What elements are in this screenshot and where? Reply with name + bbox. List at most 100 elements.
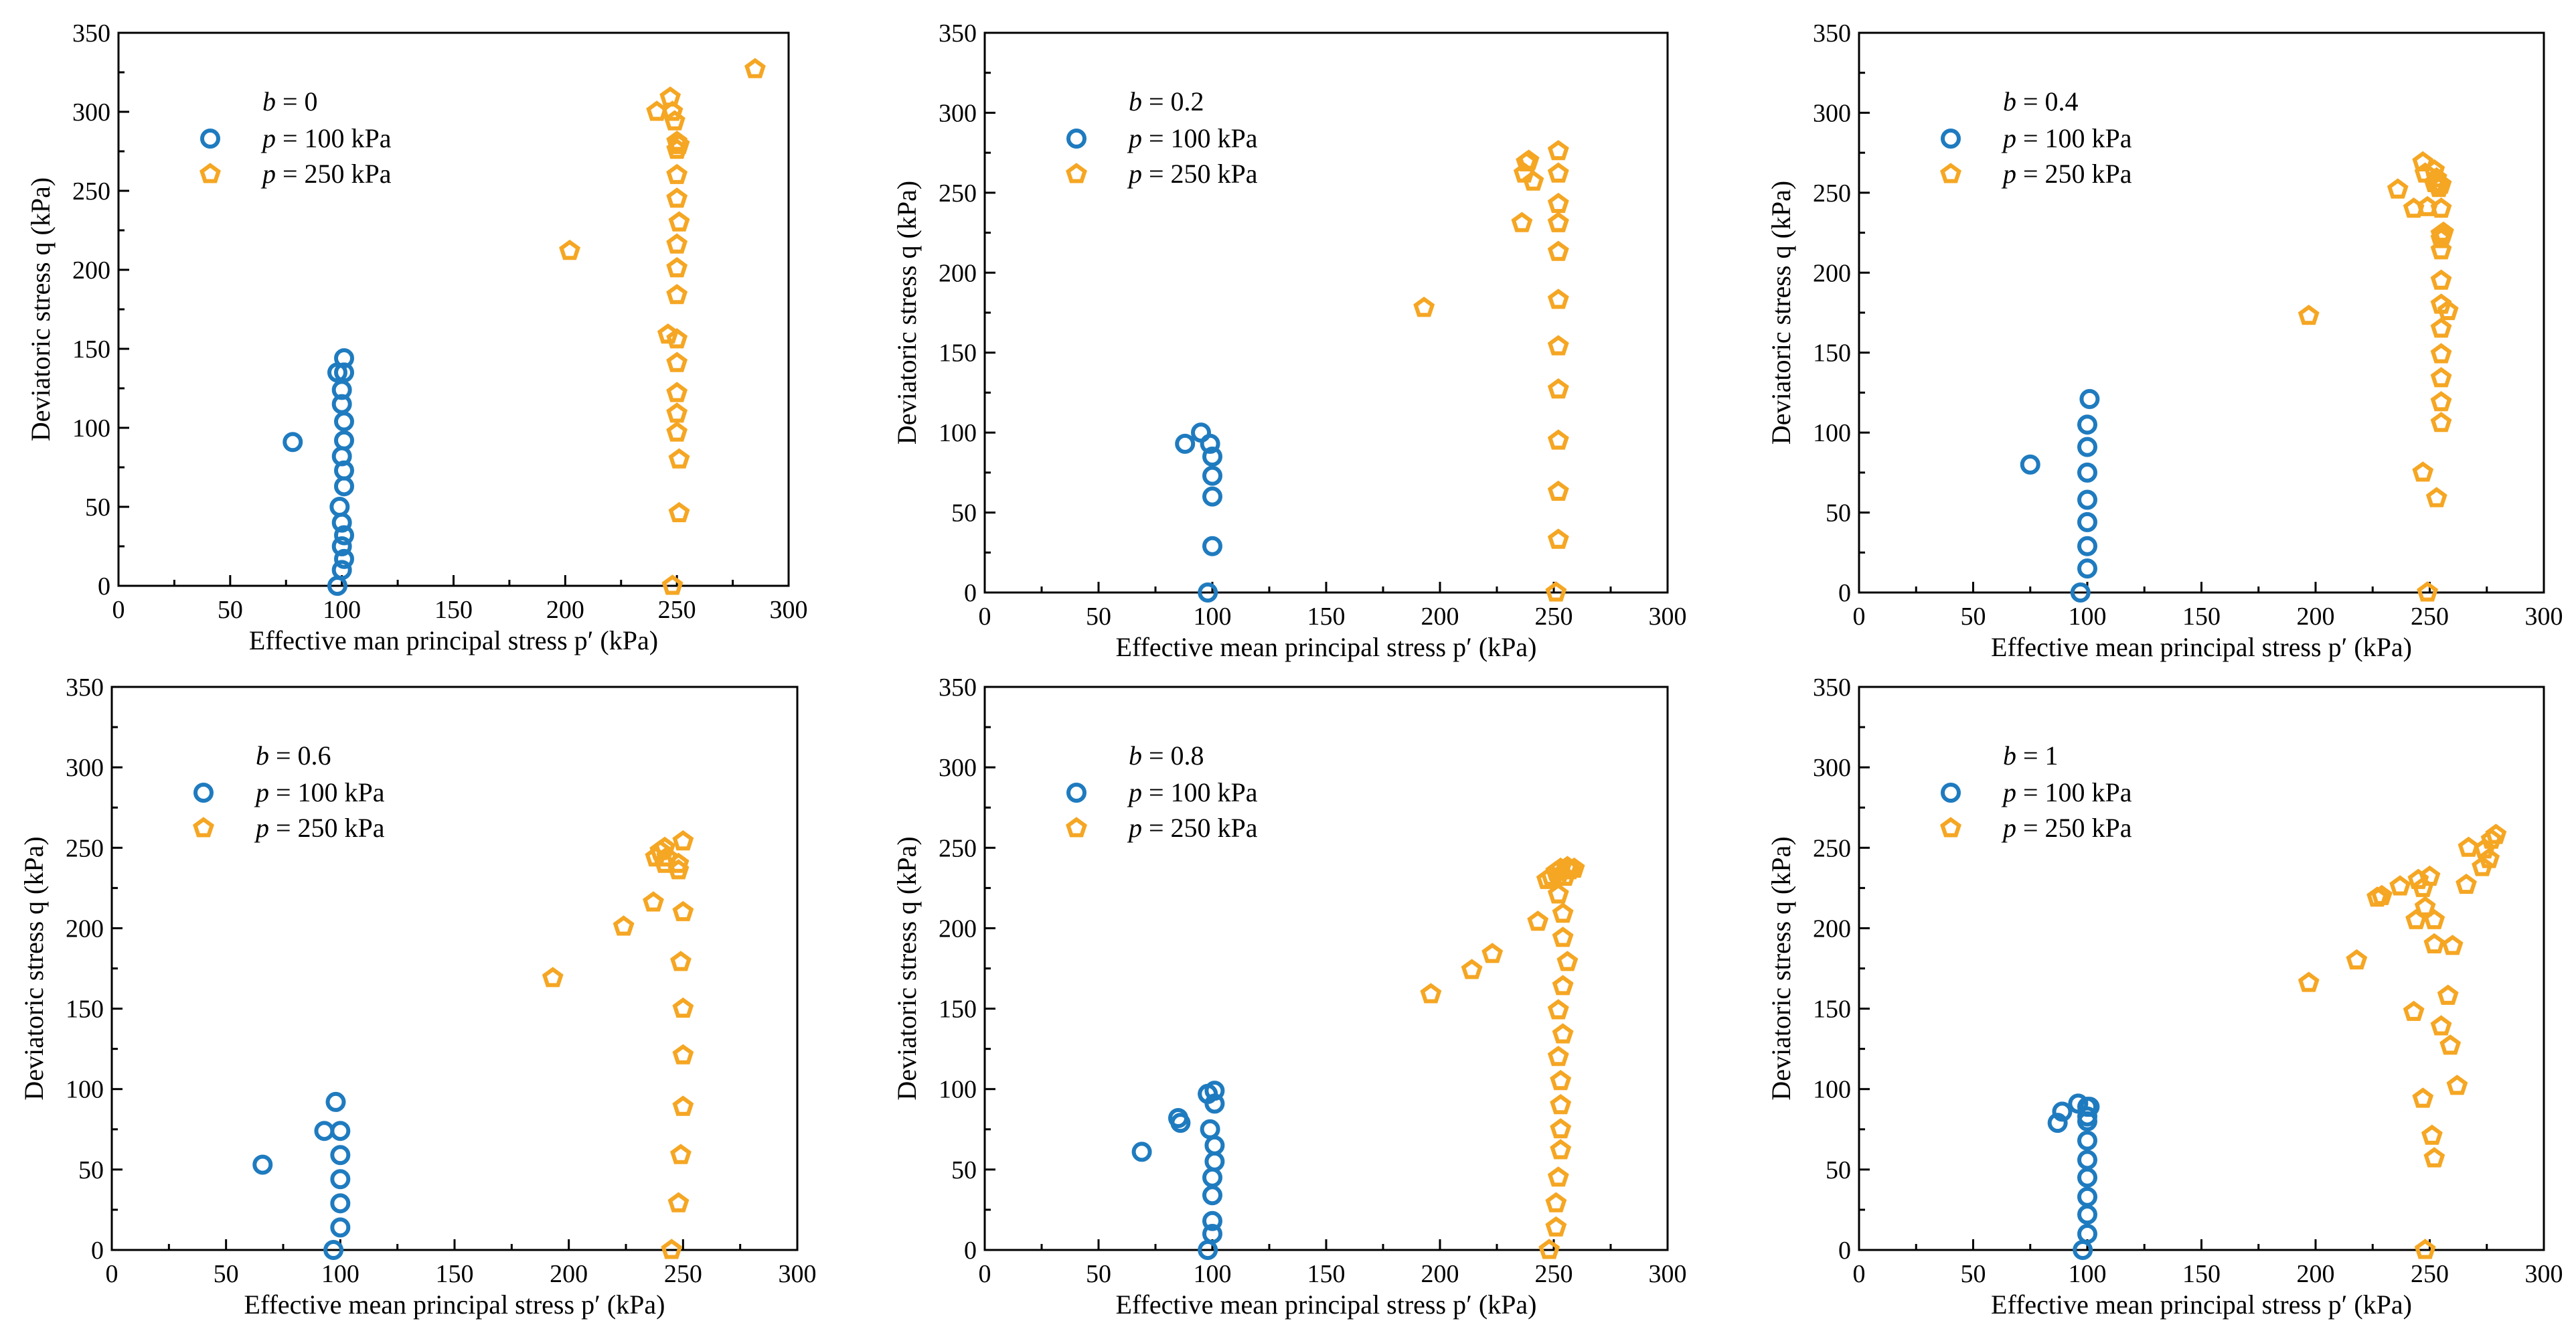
x-tick-label: 100 [1194, 603, 1232, 631]
legend-entry-2: p = 250 kPa [1127, 159, 1258, 189]
data-point [1536, 868, 1558, 889]
data-point [666, 421, 688, 442]
x-tick-label: 150 [1307, 603, 1346, 631]
data-point [672, 1044, 694, 1065]
x-axis-label: Effective mean principal stress p′ (kPa) [1116, 632, 1537, 662]
y-axis-label: Deviatoric stress q (kPa) [892, 836, 922, 1100]
data-point [325, 1091, 346, 1112]
data-point [1547, 289, 1569, 309]
data-point [2412, 1087, 2434, 1108]
y-tick-label: 300 [72, 98, 110, 127]
data-point [2077, 414, 2097, 435]
y-axis-label: Deviatoric stress q (kPa) [1766, 836, 1796, 1100]
y-tick-label: 250 [939, 179, 977, 208]
data-point [1547, 240, 1569, 261]
data-point [542, 967, 564, 988]
legend-entry-variable: p [2001, 159, 2016, 189]
data-point [334, 548, 355, 569]
data-point [334, 525, 355, 546]
data-point [2077, 1106, 2097, 1127]
series-p100 [2020, 388, 2100, 603]
data-point [667, 1192, 690, 1212]
data-point [1420, 983, 1442, 1004]
legend-entry-variable: p [2001, 777, 2016, 807]
data-point [1547, 883, 1569, 904]
y-tick-label: 300 [939, 99, 977, 127]
legend-entry-variable: p [1127, 123, 1142, 153]
y-tick-label: 100 [66, 1076, 104, 1104]
data-point [2430, 391, 2452, 412]
legend-marker-circle [1941, 783, 1961, 803]
x-tick-label: 300 [2525, 1260, 2563, 1288]
chart-panel-1: 0 50 100 150 200 250 300 0 50 100 150 200 250 300 350 E… [25, 19, 808, 655]
y-tick-label: 200 [1813, 915, 1851, 943]
x-tick-label: 200 [2297, 603, 2335, 631]
x-axis-label: Effective mean principal stress p′ (kPa) [1991, 632, 2412, 662]
x-tick-label: 250 [658, 596, 696, 624]
data-point [1202, 486, 1222, 507]
legend-entry-text: = 100 kPa [276, 123, 392, 153]
x-axis-label: Effective man principal stress p′ (kPa) [249, 625, 658, 655]
data-point [666, 233, 688, 254]
x-tick-label: 150 [1307, 1260, 1346, 1288]
x-tick-label: 150 [2182, 603, 2221, 631]
data-point [668, 448, 690, 469]
data-point [1198, 582, 1218, 603]
x-tick-label: 300 [2525, 603, 2563, 631]
data-point [672, 900, 694, 921]
data-point [613, 915, 635, 936]
data-point [2077, 1150, 2097, 1170]
y-tick-label: 0 [91, 1237, 104, 1265]
data-point [672, 830, 694, 851]
x-axis-label: Effective mean principal stress p′ (kPa) [1116, 1289, 1537, 1320]
x-tick-label: 0 [112, 596, 125, 624]
y-tick-label: 250 [1813, 179, 1851, 208]
data-point [323, 1240, 344, 1260]
y-tick-label: 200 [66, 915, 104, 943]
data-point [1547, 1046, 1569, 1067]
data-point [2068, 1093, 2089, 1114]
series-p100 [2047, 1093, 2100, 1260]
chart-panel-3: 0 50 100 150 200 250 300 0 50 100 150 200 250 300 350 E… [1766, 19, 2563, 662]
y-tick-label: 350 [939, 19, 977, 48]
y-tick-label: 350 [939, 674, 977, 702]
x-tick-label: 200 [546, 596, 584, 624]
data-point [1547, 140, 1569, 161]
legend-entry-variable: p [2001, 813, 2016, 843]
y-tick-label: 50 [951, 1156, 977, 1184]
data-point [2417, 581, 2439, 602]
legend-entry-text: = 100 kPa [2016, 777, 2132, 807]
data-point [2425, 487, 2447, 507]
series-p250 [2298, 823, 2507, 1259]
data-point [1513, 162, 1535, 183]
data-point [2421, 1124, 2443, 1145]
data-point [1547, 429, 1569, 450]
legend-entry-text: = 250 kPa [1142, 159, 1258, 189]
x-tick-label: 300 [1649, 1260, 1687, 1288]
y-axis-label: Deviatoric stress q (kPa) [892, 181, 922, 445]
plot-frame [983, 31, 1669, 594]
data-point [2472, 856, 2493, 876]
legend-entry-2: p = 250 kPa [254, 813, 385, 843]
data-point [283, 432, 303, 453]
data-point [331, 536, 352, 556]
x-tick-label: 250 [1535, 1260, 1573, 1288]
data-point [2430, 223, 2452, 244]
legend-entry-text: = 250 kPa [276, 159, 392, 189]
x-axis-label: Effective mean principal stress p′ (kPa) [244, 1289, 665, 1320]
series-p250 [559, 58, 766, 595]
x-tick-label: 250 [1535, 603, 1573, 631]
y-tick-label: 50 [78, 1156, 104, 1184]
x-tick-label: 50 [1086, 1260, 1111, 1288]
data-point [2441, 935, 2464, 955]
data-point [670, 1144, 692, 1164]
legend-entry-text: = 250 kPa [2016, 813, 2132, 843]
data-point [1552, 975, 1574, 996]
data-point [668, 211, 690, 232]
y-tick-label: 0 [98, 572, 110, 601]
data-point [2077, 1223, 2097, 1244]
y-tick-label: 50 [85, 493, 110, 522]
x-tick-label: 150 [2182, 1260, 2221, 1288]
